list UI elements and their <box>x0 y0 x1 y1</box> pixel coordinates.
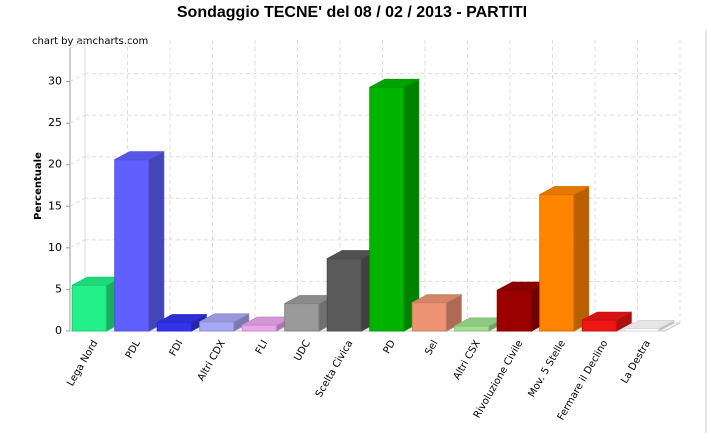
bar <box>624 328 660 332</box>
y-tick-label: 5 <box>55 282 62 295</box>
x-tick-label: Rivoluzione Civile <box>472 339 526 421</box>
x-tick-label: Lega Nord <box>65 339 100 389</box>
left-wall <box>69 39 86 49</box>
bar <box>199 321 235 332</box>
x-tick-label: FLI <box>254 339 271 357</box>
bar <box>411 302 447 332</box>
y-tick-label: 30 <box>48 75 62 88</box>
x-tick-label: Sel <box>423 339 440 358</box>
bar <box>71 284 107 332</box>
bar <box>581 319 617 332</box>
grid-diagonal <box>69 156 86 166</box>
x-tick-label: UDC <box>292 338 313 363</box>
x-tick-label: PD <box>382 338 399 356</box>
bar-side <box>573 185 590 332</box>
y-tick-label: 10 <box>48 241 62 254</box>
bar <box>539 194 575 332</box>
credit: chart by amcharts.com <box>32 36 148 47</box>
y-tick-label: 20 <box>48 158 62 171</box>
x-tick-label: Mov. 5 Stelle <box>526 339 567 400</box>
grid-diagonal <box>69 239 86 249</box>
bar <box>156 322 192 332</box>
y-tick-label: 25 <box>48 116 62 129</box>
bar <box>496 289 532 332</box>
x-tick-label: FDI <box>168 339 186 359</box>
grid-diagonal <box>69 73 86 83</box>
y-tick-label: 0 <box>55 324 62 337</box>
y-tick-label: 15 <box>48 199 62 212</box>
x-tick-label: Altri CSX <box>452 338 483 382</box>
bar-side <box>403 78 420 332</box>
bar <box>369 86 405 332</box>
bar <box>454 325 490 332</box>
grid-diagonal <box>69 114 86 124</box>
x-tick-label: Scelta Civica <box>314 339 356 400</box>
bar <box>326 258 362 332</box>
x-tick-label: Altri CDX <box>196 338 228 383</box>
bar <box>241 324 277 332</box>
chart-title: Sondaggio TECNE' del 08 / 02 / 2013 - PA… <box>177 4 527 21</box>
bar <box>284 303 320 332</box>
x-tick-label: PDL <box>124 338 143 361</box>
grid-diagonal <box>69 197 86 207</box>
x-tick-label: La Destra <box>619 339 653 386</box>
bar <box>114 159 150 332</box>
bar-side <box>148 150 165 332</box>
y-axis-label: Percentuale <box>33 152 44 220</box>
x-tick-label: Fermare il Declino <box>556 339 611 423</box>
